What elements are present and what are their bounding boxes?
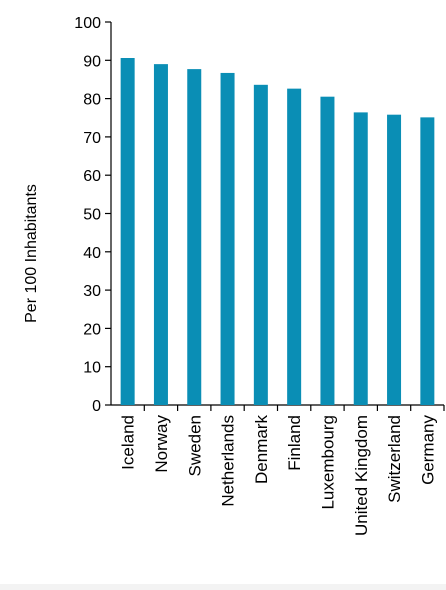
bar-luxembourg (320, 96, 335, 405)
y-tick-label: 20 (83, 321, 101, 338)
bottom-strip (0, 584, 446, 590)
x-category-label: Sweden (185, 415, 204, 476)
x-category-label: Iceland (119, 415, 138, 470)
x-category-label: United Kingdom (352, 415, 371, 536)
y-tick-label: 50 (83, 207, 101, 224)
y-axis-title: Per 100 Inhabitants (23, 184, 40, 323)
bar-norway (153, 64, 168, 405)
y-tick-label: 80 (83, 92, 101, 109)
y-tick-label: 0 (92, 398, 101, 415)
y-tick-label: 90 (83, 53, 101, 70)
x-category-label: Switzerland (385, 415, 404, 503)
y-tick-label: 70 (83, 130, 101, 147)
bars (120, 58, 435, 406)
x-category-label: Denmark (252, 415, 271, 484)
bar-united-kingdom (353, 112, 368, 405)
labels: 0 10 20 30 40 50 60 70 80 90 100 Iceland Norway Swede… (74, 15, 437, 536)
y-tick-label: 100 (74, 15, 101, 32)
bar-germany (420, 117, 435, 405)
bar-switzerland (387, 114, 402, 405)
y-tick-label: 60 (83, 168, 101, 185)
x-category-label: Netherlands (219, 415, 238, 507)
x-category-label: Luxembourg (318, 415, 337, 510)
y-tick-label: 40 (83, 245, 101, 262)
x-category-label: Finland (285, 415, 304, 471)
bar-iceland (120, 58, 135, 405)
bar-netherlands (220, 72, 235, 406)
bar-denmark (253, 84, 268, 405)
bar-sweden (187, 69, 202, 405)
x-category-label: Germany (418, 415, 437, 485)
y-tick-label: 10 (83, 360, 101, 377)
y-tick-label: 30 (83, 283, 101, 300)
bar-finland (287, 88, 302, 405)
x-category-label: Norway (152, 415, 171, 473)
